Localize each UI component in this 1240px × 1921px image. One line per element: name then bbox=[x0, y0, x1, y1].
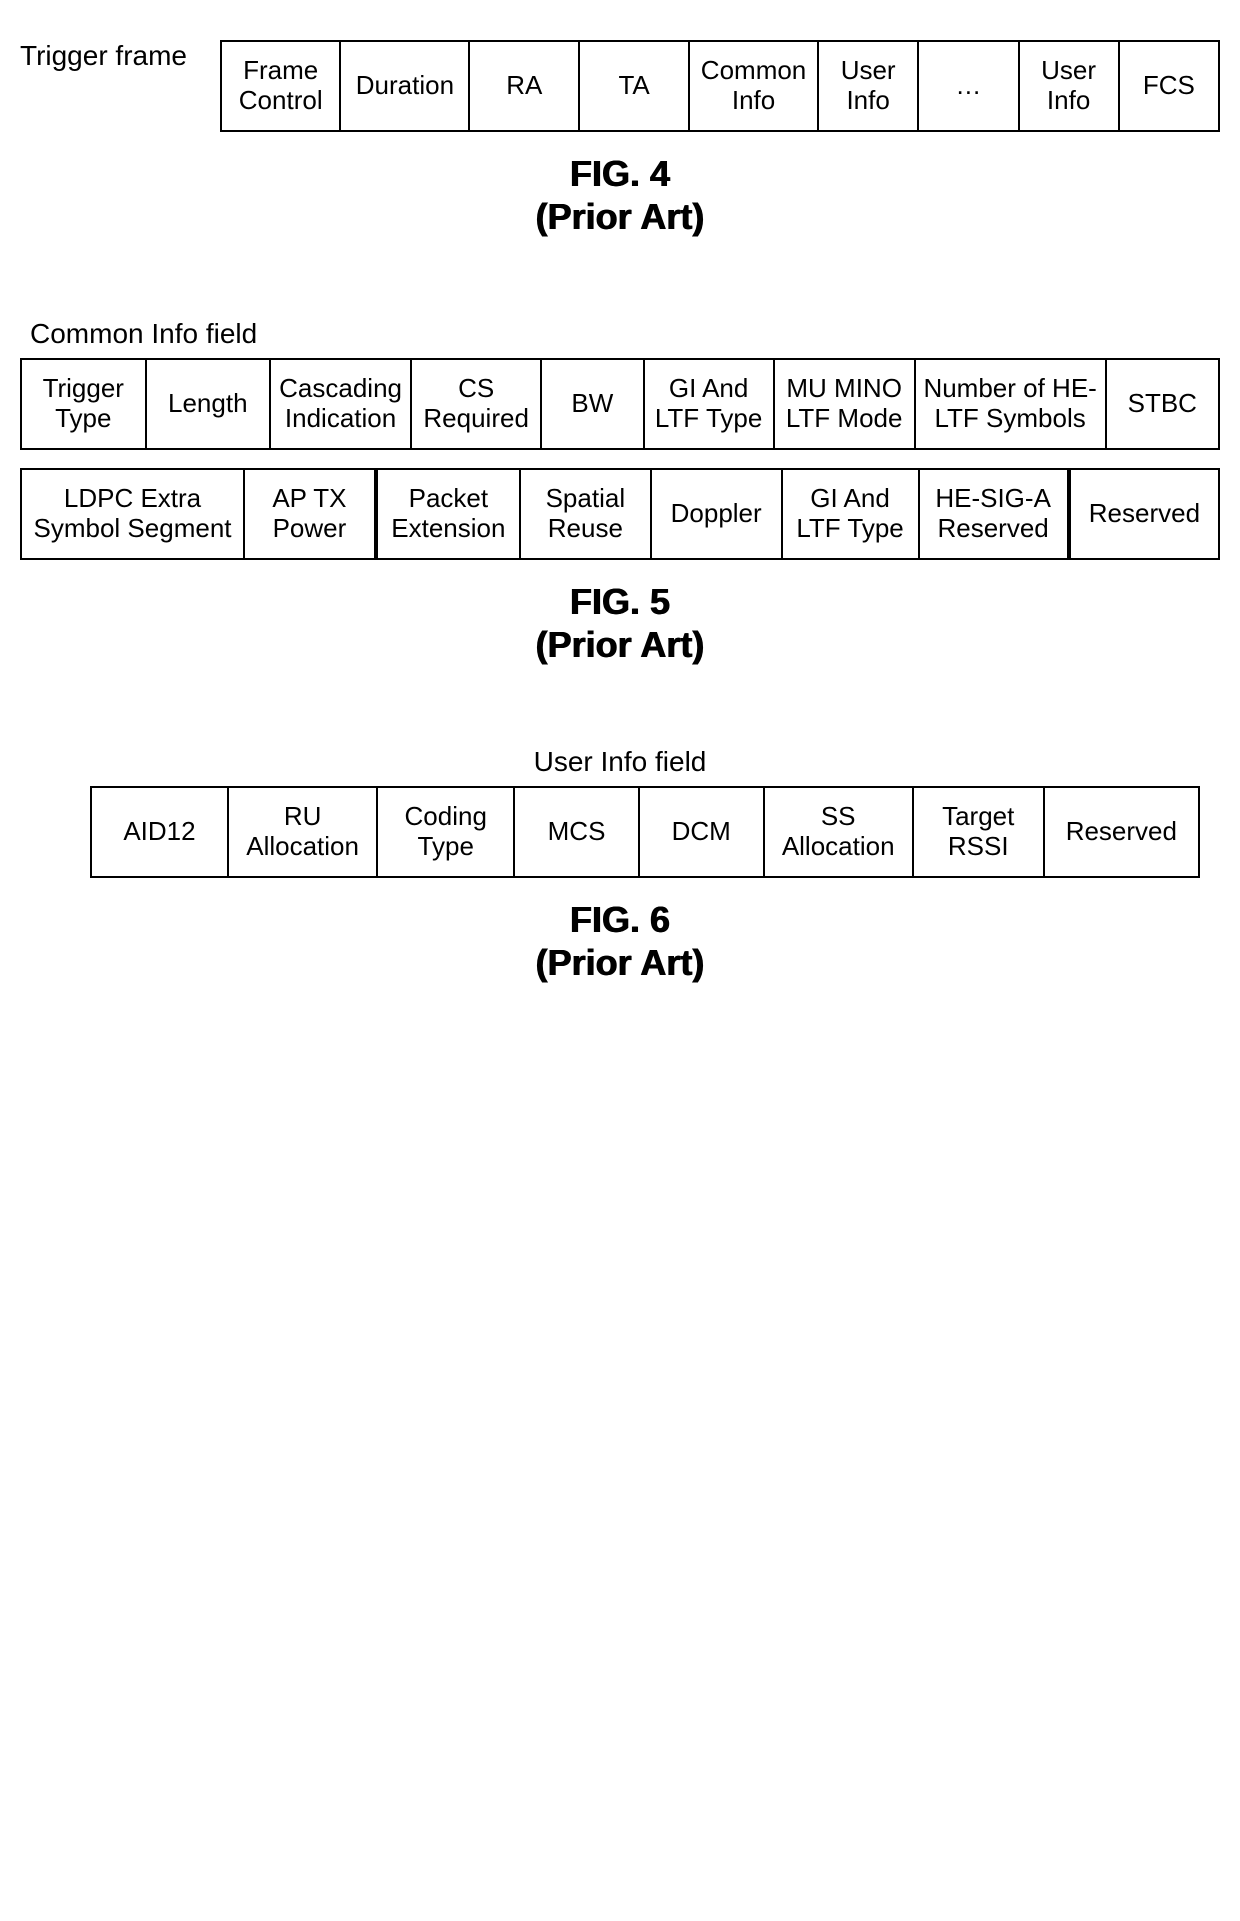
figure-5-block: Common Info field TriggerTypeLengthCasca… bbox=[20, 318, 1220, 666]
figure-4-table: FrameControlDurationRATACommonInfoUserIn… bbox=[220, 40, 1220, 132]
field-cell: FrameControl bbox=[222, 42, 341, 130]
field-cell: CascadingIndication bbox=[271, 360, 412, 448]
field-cell: Reserved bbox=[1071, 470, 1218, 558]
field-cell: Duration bbox=[341, 42, 470, 130]
field-cell: AP TXPower bbox=[245, 470, 378, 558]
field-cell: CSRequired bbox=[412, 360, 542, 448]
field-cell: PacketExtension bbox=[378, 470, 521, 558]
field-cell: Doppler bbox=[652, 470, 783, 558]
figure-6-table: AID12RUAllocationCodingTypeMCSDCMSSAlloc… bbox=[90, 786, 1200, 878]
figure-6-title: User Info field bbox=[20, 746, 1220, 778]
field-cell: UserInfo bbox=[819, 42, 919, 130]
field-cell: UserInfo bbox=[1020, 42, 1120, 130]
figure-4-row: Trigger frame FrameControlDurationRATACo… bbox=[20, 40, 1220, 132]
figure-5-caption-sub: (Prior Art) bbox=[20, 623, 1220, 666]
figure-6-caption: FIG. 6 (Prior Art) bbox=[20, 898, 1220, 984]
figure-4-caption: FIG. 4 (Prior Art) bbox=[20, 152, 1220, 238]
field-cell: GI AndLTF Type bbox=[783, 470, 920, 558]
field-cell: BW bbox=[542, 360, 644, 448]
figure-5-caption: FIG. 5 (Prior Art) bbox=[20, 580, 1220, 666]
figure-4-caption-sub: (Prior Art) bbox=[20, 195, 1220, 238]
field-cell: FCS bbox=[1120, 42, 1218, 130]
figure-4-side-label: Trigger frame bbox=[20, 40, 220, 132]
figure-6-caption-sub: (Prior Art) bbox=[20, 941, 1220, 984]
figure-4-block: Trigger frame FrameControlDurationRATACo… bbox=[20, 40, 1220, 238]
field-cell: TriggerType bbox=[22, 360, 147, 448]
field-cell: SSAllocation bbox=[765, 788, 914, 876]
field-cell: CommonInfo bbox=[690, 42, 819, 130]
figure-5-title: Common Info field bbox=[20, 318, 1220, 350]
field-cell: AID12 bbox=[92, 788, 229, 876]
field-cell: CodingType bbox=[378, 788, 515, 876]
field-cell: Reserved bbox=[1045, 788, 1198, 876]
field-cell: Length bbox=[147, 360, 272, 448]
figure-6-block: User Info field AID12RUAllocationCodingT… bbox=[20, 746, 1220, 984]
field-cell: TA bbox=[580, 42, 690, 130]
field-cell: MU MINOLTF Mode bbox=[775, 360, 916, 448]
field-cell: TargetRSSI bbox=[914, 788, 1045, 876]
field-cell: STBC bbox=[1107, 360, 1218, 448]
field-cell: RUAllocation bbox=[229, 788, 378, 876]
field-cell: RA bbox=[470, 42, 580, 130]
figure-5-caption-main: FIG. 5 bbox=[570, 581, 670, 622]
field-cell: HE-SIG-AReserved bbox=[920, 470, 1071, 558]
figure-5-table-row2: LDPC ExtraSymbol SegmentAP TXPowerPacket… bbox=[20, 468, 1220, 560]
field-cell: GI AndLTF Type bbox=[645, 360, 775, 448]
field-cell: Number of HE-LTF Symbols bbox=[916, 360, 1107, 448]
figure-4-caption-main: FIG. 4 bbox=[570, 153, 670, 194]
field-cell: DCM bbox=[640, 788, 765, 876]
field-cell: SpatialReuse bbox=[521, 470, 652, 558]
field-cell: … bbox=[919, 42, 1019, 130]
figure-6-caption-main: FIG. 6 bbox=[570, 899, 670, 940]
field-cell: MCS bbox=[515, 788, 640, 876]
field-cell: LDPC ExtraSymbol Segment bbox=[22, 470, 245, 558]
figure-5-table-row1: TriggerTypeLengthCascadingIndicationCSRe… bbox=[20, 358, 1220, 450]
